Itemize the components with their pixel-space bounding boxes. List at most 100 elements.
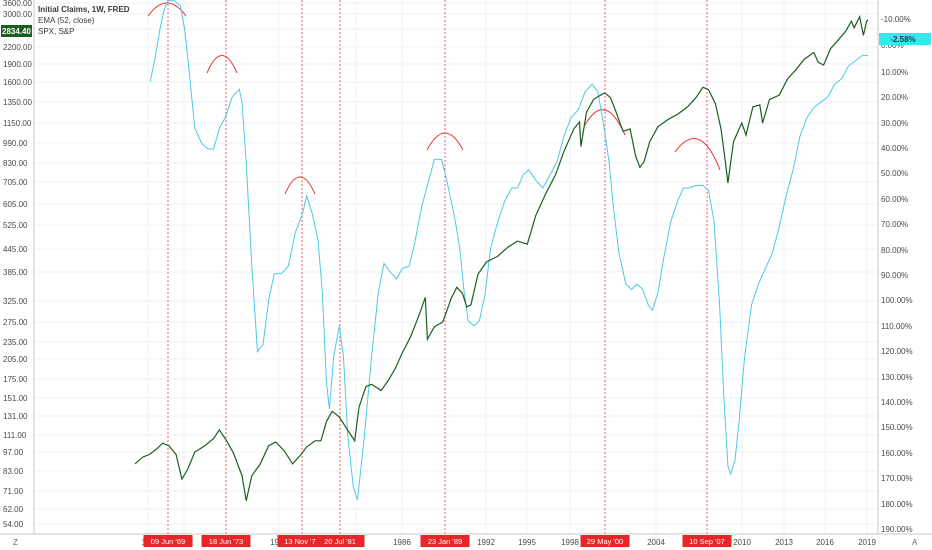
right-tick-label: 170.00% [881,474,913,483]
left-tick-label: 445.00 [3,245,28,254]
right-last-value: -2.58% [890,35,915,44]
vertical-markers [167,0,708,534]
x-tick-label: 2019 [858,538,876,547]
left-last-price-tag: 2834.40 [1,25,32,37]
left-tick-label: 111.00 [3,431,27,440]
x-tick-label: 2016 [816,538,834,547]
marker-label-bg [143,535,193,547]
right-tick-label: 80.00% [881,246,908,255]
right-tick-label: 30.00% [881,119,908,128]
left-tick-label: 175.00 [3,375,28,384]
left-tick-label: 325.00 [3,297,28,306]
peak-arcs [147,2,721,195]
right-tick-label: -10.00% [881,15,911,24]
right-tick-label: 40.00% [881,144,908,153]
marker-label-bg [315,535,365,547]
left-tick-label: 235.00 [3,338,28,347]
right-tick-label: 60.00% [881,195,908,204]
peak-arc [206,55,238,74]
left-tick-label: 1350.00 [3,98,32,107]
marker-label-bg [682,535,732,547]
left-tick-label: 385.00 [3,268,28,277]
left-tick-label: 1600.00 [3,78,32,87]
left-last-price: 2834.40 [2,27,31,36]
peak-arc [674,138,721,171]
x-tick-label: 1986 [393,538,411,547]
right-tick-label: 100.00% [881,296,913,305]
left-tick-label: 1900.00 [3,60,32,69]
right-tick-label: 0.00% [881,41,904,50]
marker-label-text: 29 May '00 [587,537,623,546]
right-last-value-tag: -2.58% [879,33,931,45]
left-tick-label: 205.00 [3,355,28,364]
marker-label: 13 Nov '78 [277,535,327,547]
left-tick-label: 525.00 [3,221,28,230]
legend: Initial Claims, 1W, FRED EMA (52, close)… [38,5,130,36]
marker-label-text: 13 Nov '78 [284,537,320,546]
legend-title: Initial Claims, 1W, FRED [38,5,130,14]
x-tick-label: 1992 [477,538,495,547]
marker-label-bg [201,535,251,547]
right-axis: -10.00% 0.00% 10.00% 20.00% 30.00% 40.00% 50.0… [881,15,913,534]
peak-arc [284,176,316,195]
left-tick-label: 830.00 [3,159,28,168]
left-tick-label: 3000.00 [3,10,32,19]
marker-label: 18 Jun '73 [201,535,251,547]
left-tick-label: 131.00 [3,412,28,421]
marker-label-text: 09 Jun '69 [151,537,185,546]
right-tick-label: 140.00% [881,398,913,407]
marker-label: 10 Sep '07 [682,535,732,547]
marker-label-bg [420,535,470,547]
right-tick-label: 110.00% [881,322,912,331]
series-line-ema [149,0,868,501]
left-tick-label: 97.00 [3,448,24,457]
x-tick-label: 1998 [561,538,579,547]
left-tick-label: 990.00 [3,139,28,148]
left-tick-label: 71.00 [3,487,24,496]
left-tick-label: 151.00 [3,394,28,403]
peak-arc [426,132,464,151]
right-tick-label: 90.00% [881,271,908,280]
left-tick-label: 2200.00 [3,43,32,52]
right-tick-label: 120.00% [881,347,913,356]
axis-corner-left[interactable]: Z [13,538,18,547]
right-tick-label: 190.00% [881,525,913,534]
left-tick-label: 3600.00 [3,0,32,8]
x-axis: 1961971197719831986199219951998200420102… [141,538,876,547]
left-tick-label: 705.00 [3,178,28,187]
right-tick-label: 10.00% [881,68,908,77]
x-tick-label: 1995 [518,538,536,547]
x-tick-label: 2004 [647,538,665,547]
right-tick-label: 20.00% [881,93,908,102]
x-tick-label: 2013 [775,538,793,547]
grid [34,0,878,534]
left-tick-label: 1150.00 [3,119,32,128]
marker-label-text: 18 Jun '73 [209,537,243,546]
axis-corner-right[interactable]: A [912,538,918,547]
right-tick-label: 160.00% [881,449,913,458]
marker-label: 29 May '00 [580,535,630,547]
left-tick-label: 605.00 [3,200,28,209]
right-tick-label: 50.00% [881,169,908,178]
series-line-spx [134,14,869,501]
legend-spx: SPX, S&P [38,27,74,36]
marker-label-text: 23 Jan '89 [428,537,462,546]
marker-label: 20 Jul '81 [315,535,365,547]
x-tick-label: 2010 [733,538,751,547]
legend-ema: EMA (52, close) [38,16,95,25]
marker-labels: 09 Jun '69 18 Jun '73 13 Nov '78 20 Jul '81… [143,535,732,547]
left-tick-label: 275.00 [3,318,28,327]
marker-label-text: 10 Sep '07 [689,537,725,546]
marker-label-text: 20 Jul '81 [324,537,356,546]
right-tick-label: 130.00% [881,373,913,382]
marker-label-bg [580,535,630,547]
right-tick-label: 180.00% [881,500,913,509]
right-tick-label: 70.00% [881,220,908,229]
left-tick-label: 62.00 [3,505,24,514]
marker-label: 23 Jan '89 [420,535,470,547]
marker-label: 09 Jun '69 [143,535,193,547]
marker-label-bg [277,535,327,547]
left-tick-label: 54.00 [3,520,24,529]
left-tick-label: 83.00 [3,467,24,476]
